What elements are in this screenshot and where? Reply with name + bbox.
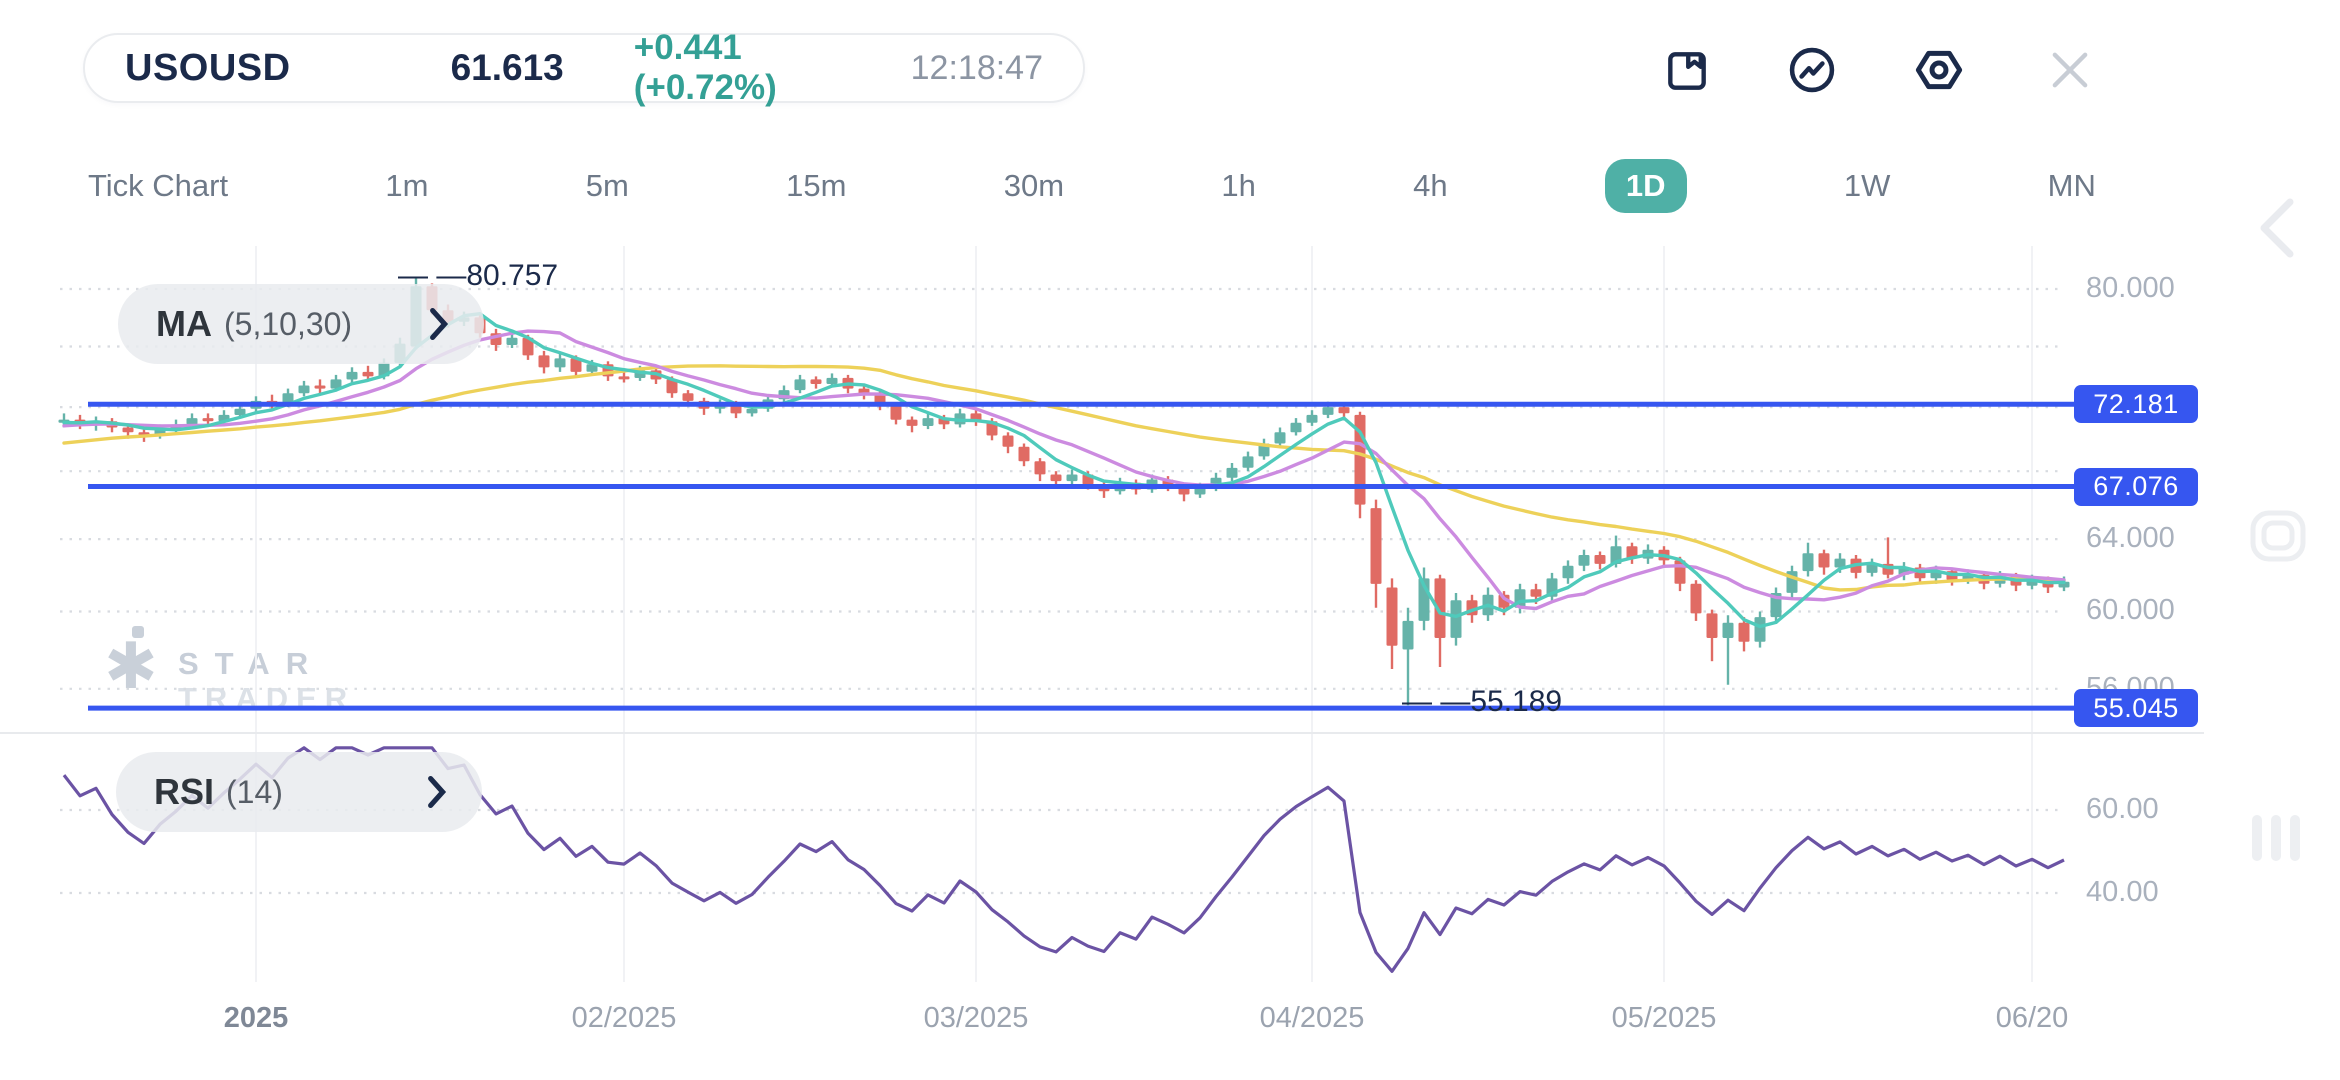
settings-gear-icon[interactable] bbox=[1912, 43, 1966, 97]
panel-divider bbox=[0, 732, 2204, 734]
price-level-badge: 67.076 bbox=[2074, 467, 2198, 506]
chevron-right-icon bbox=[428, 307, 450, 341]
last-price: 61.613 bbox=[450, 47, 564, 88]
low-annotation: — —55.189 bbox=[1402, 685, 1563, 719]
x-axis-tick: 02/2025 bbox=[571, 1002, 677, 1034]
rsi-indicator-pill[interactable]: RSI (14) bbox=[116, 752, 482, 832]
star-logo-icon: ✱ bbox=[104, 630, 158, 704]
quote-time: 12:18:47 bbox=[910, 48, 1043, 87]
chevron-right-icon bbox=[426, 775, 448, 809]
timeframe-tab-5m[interactable]: 5m bbox=[585, 168, 629, 203]
high-annotation: — —80.757 bbox=[398, 259, 559, 293]
timeframe-tabs: Tick Chart 1m 5m 15m 30m 1h 4h 1D 1W MN bbox=[88, 156, 2096, 216]
timeframe-tab-1m[interactable]: 1m bbox=[385, 168, 429, 203]
x-axis-tick: 05/2025 bbox=[1611, 1002, 1717, 1034]
ma-indicator-label: MA bbox=[156, 303, 212, 344]
chart-mode-squircle-icon[interactable] bbox=[2250, 510, 2306, 562]
watermark-line1: STAR bbox=[178, 646, 325, 681]
x-axis-tick: 04/2025 bbox=[1259, 1002, 1365, 1034]
ma-indicator-params: (5,10,30) bbox=[224, 305, 353, 342]
timeframe-tab-1w[interactable]: 1W bbox=[1843, 168, 1891, 203]
timeframe-tab-4h[interactable]: 4h bbox=[1413, 168, 1448, 203]
rsi-axis-tick: 60.00 bbox=[2086, 793, 2159, 825]
collapse-panel-chevron-icon[interactable] bbox=[2248, 196, 2308, 262]
drawer-handle-icon[interactable] bbox=[2248, 813, 2304, 863]
timeframe-tab-1d[interactable]: 1D bbox=[1604, 159, 1687, 213]
close-icon[interactable] bbox=[2044, 44, 2096, 96]
price-axis-tick: 64.000 bbox=[2086, 522, 2175, 555]
rsi-indicator-label: RSI bbox=[154, 771, 215, 812]
timeframe-tab-15m[interactable]: 15m bbox=[786, 168, 847, 203]
timeframe-tab-mn[interactable]: MN bbox=[2047, 168, 2096, 203]
star-logo-dot bbox=[132, 626, 144, 638]
price-level-badge: 55.045 bbox=[2074, 689, 2198, 728]
timeframe-tab-1h[interactable]: 1h bbox=[1221, 168, 1256, 203]
price-axis-tick: 80.000 bbox=[2086, 272, 2175, 304]
price-level-badge: 72.181 bbox=[2074, 385, 2198, 424]
price-axis-tick: 60.000 bbox=[2086, 594, 2175, 627]
x-axis-tick: 06/20 bbox=[1995, 1002, 2069, 1034]
bookmark-icon[interactable] bbox=[1662, 46, 1712, 96]
x-axis-tick: 03/2025 bbox=[923, 1002, 1029, 1034]
market-trend-icon[interactable] bbox=[1786, 44, 1838, 96]
symbol-header-card: USOUSD 61.613 +0.441 (+0.72%) 12:18:47 bbox=[83, 28, 1085, 107]
price-change: +0.441 (+0.72%) bbox=[633, 28, 777, 107]
timeframe-tab-tick-chart[interactable]: Tick Chart bbox=[88, 168, 229, 203]
ma-indicator-pill[interactable]: MA (5,10,30) bbox=[118, 284, 484, 364]
rsi-axis-tick: 40.00 bbox=[2086, 876, 2159, 908]
symbol-name: USOUSD bbox=[125, 46, 291, 89]
timeframe-tab-30m[interactable]: 30m bbox=[1003, 168, 1065, 203]
rsi-indicator-params: (14) bbox=[226, 773, 283, 810]
x-axis-tick: 2025 bbox=[223, 1002, 289, 1034]
